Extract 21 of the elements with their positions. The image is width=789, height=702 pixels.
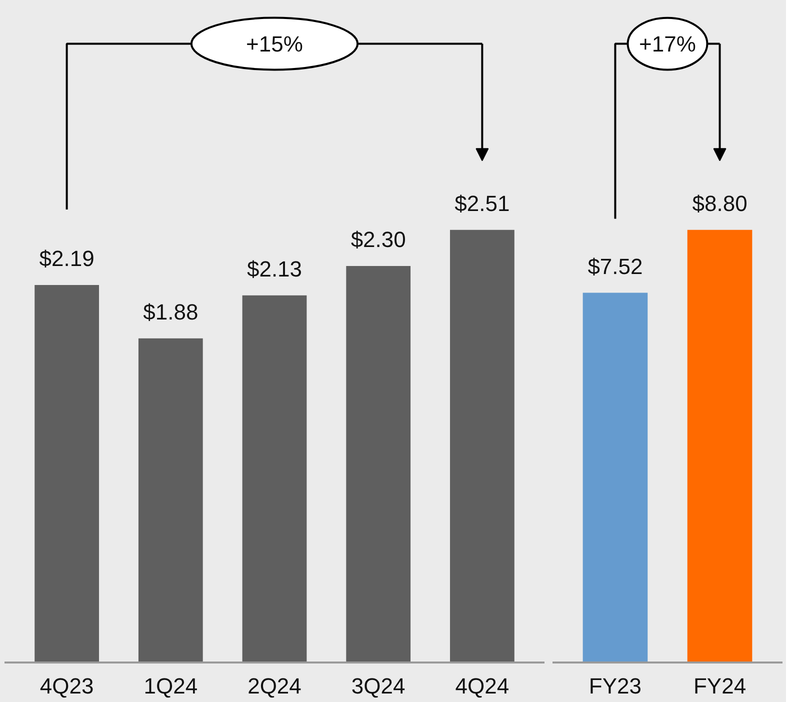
x-tick-label: FY24 [693, 674, 746, 698]
data-label: $2.19 [39, 246, 94, 271]
x-tick-label: 3Q24 [351, 674, 406, 698]
bar [34, 284, 99, 662]
bar [346, 266, 411, 662]
x-tick-label: 1Q24 [144, 674, 198, 698]
data-label: $2.30 [350, 227, 406, 252]
bar [138, 338, 203, 662]
bar [450, 230, 514, 662]
x-tick-label: 4Q24 [455, 674, 510, 698]
x-tick-label: 2Q24 [248, 674, 302, 698]
bar [242, 295, 307, 662]
data-label: $7.52 [588, 254, 643, 279]
data-label: $8.80 [692, 190, 748, 216]
data-label: $1.88 [143, 299, 198, 324]
text: +15% [246, 31, 303, 56]
x-tick-label: 4Q23 [40, 674, 94, 698]
x-tick-label: FY23 [588, 674, 642, 698]
text: +17% [639, 31, 696, 56]
data-label: $2.13 [246, 256, 302, 282]
data-label: $2.51 [454, 190, 510, 216]
